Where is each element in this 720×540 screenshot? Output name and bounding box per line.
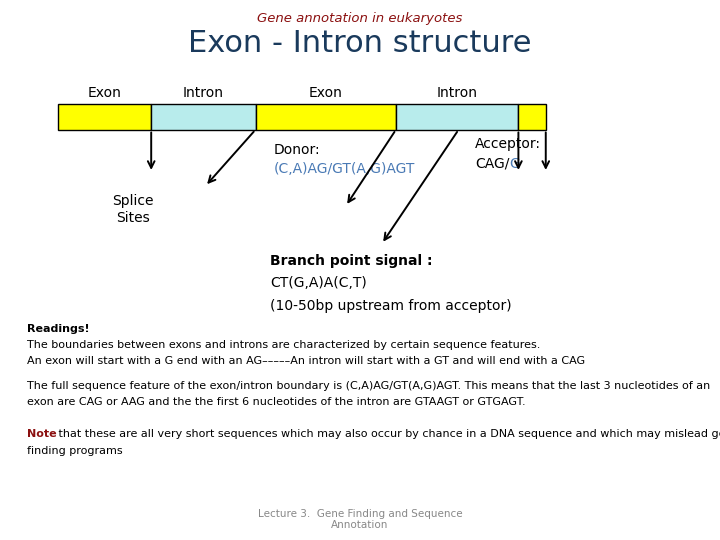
Text: Exon: Exon (87, 86, 122, 100)
Text: (C,A)AG/GT(A,G)AGT: (C,A)AG/GT(A,G)AGT (274, 162, 415, 176)
Text: Lecture 3.  Gene Finding and Sequence
Annotation: Lecture 3. Gene Finding and Sequence Ann… (258, 509, 462, 530)
Text: Acceptor:: Acceptor: (475, 137, 541, 151)
Text: Donor:: Donor: (274, 143, 320, 157)
Text: exon are CAG or AAG and the the first 6 nucleotides of the intron are GTAAGT or : exon are CAG or AAG and the the first 6 … (27, 397, 526, 407)
Text: Intron: Intron (183, 86, 224, 100)
Text: The full sequence feature of the exon/intron boundary is (C,A)AG/GT(A,G)AGT. Thi: The full sequence feature of the exon/in… (27, 381, 711, 391)
Text: An exon will start with a G end with an AG–––––An intron will start with a GT an: An exon will start with a G end with an … (27, 356, 585, 367)
Text: Exon: Exon (309, 86, 343, 100)
Text: The boundaries between exons and introns are characterized by certain sequence f: The boundaries between exons and introns… (27, 340, 541, 350)
Bar (151, 104, 256, 130)
Text: Branch point signal :: Branch point signal : (270, 254, 433, 268)
Text: Intron: Intron (437, 86, 477, 100)
Text: finding programs: finding programs (27, 446, 123, 456)
Bar (58, 104, 151, 130)
Text: Exon - Intron structure: Exon - Intron structure (188, 29, 532, 58)
Bar (256, 104, 396, 130)
Text: G: G (509, 157, 520, 171)
Text: Splice
Sites: Splice Sites (112, 194, 154, 225)
Text: that these are all very short sequences which may also occur by chance in a DNA : that these are all very short sequences … (55, 429, 720, 440)
Text: CAG/: CAG/ (475, 157, 510, 171)
Text: CT(G,A)A(C,T): CT(G,A)A(C,T) (270, 276, 366, 291)
Text: Gene annotation in eukaryotes: Gene annotation in eukaryotes (257, 12, 463, 25)
Text: (10-50bp upstream from acceptor): (10-50bp upstream from acceptor) (270, 299, 512, 313)
Text: Note: Note (27, 429, 57, 440)
Bar (518, 104, 546, 130)
Text: Readings!: Readings! (27, 324, 90, 334)
Bar (396, 104, 518, 130)
